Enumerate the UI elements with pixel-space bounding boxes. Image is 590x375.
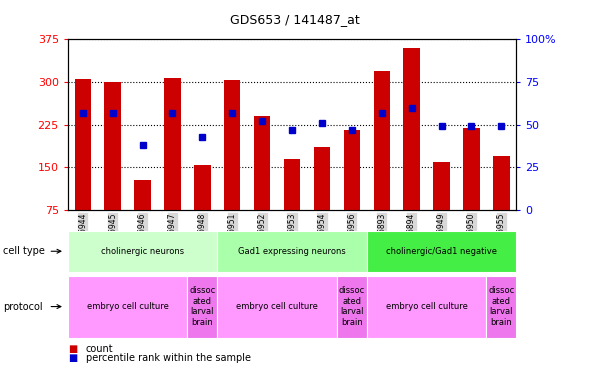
Text: ■: ■ [68,353,77,363]
Text: count: count [86,344,113,354]
Bar [194,165,211,210]
Bar [68,231,217,272]
Bar [74,79,91,210]
Bar [493,156,510,210]
Text: Gad1 expressing neurons: Gad1 expressing neurons [238,247,346,256]
Text: embryo cell culture: embryo cell culture [87,302,169,311]
Bar [343,130,360,210]
Bar [217,231,367,272]
Bar [367,276,486,338]
Bar [188,276,217,338]
Bar [164,78,181,210]
Bar [217,276,337,338]
Bar [224,80,241,210]
Bar [337,276,367,338]
Bar [254,116,270,210]
Text: cholinergic neurons: cholinergic neurons [101,247,184,256]
Text: dissoc
ated
larval
brain: dissoc ated larval brain [339,286,365,327]
Bar [373,70,390,210]
Bar [284,159,300,210]
Text: protocol: protocol [3,302,42,312]
Bar [433,162,450,210]
Text: cell type: cell type [3,246,45,256]
Bar [463,128,480,210]
Bar [404,48,420,210]
Bar [68,276,188,338]
Bar [314,147,330,210]
Bar [104,82,121,210]
Text: embryo cell culture: embryo cell culture [386,302,467,311]
Bar [135,180,151,210]
Bar [486,276,516,338]
Bar [367,231,516,272]
Text: cholinergic/Gad1 negative: cholinergic/Gad1 negative [386,247,497,256]
Text: GDS653 / 141487_at: GDS653 / 141487_at [230,13,360,26]
Text: dissoc
ated
larval
brain: dissoc ated larval brain [488,286,514,327]
Text: dissoc
ated
larval
brain: dissoc ated larval brain [189,286,215,327]
Text: percentile rank within the sample: percentile rank within the sample [86,353,251,363]
Text: ■: ■ [68,344,77,354]
Text: embryo cell culture: embryo cell culture [236,302,318,311]
